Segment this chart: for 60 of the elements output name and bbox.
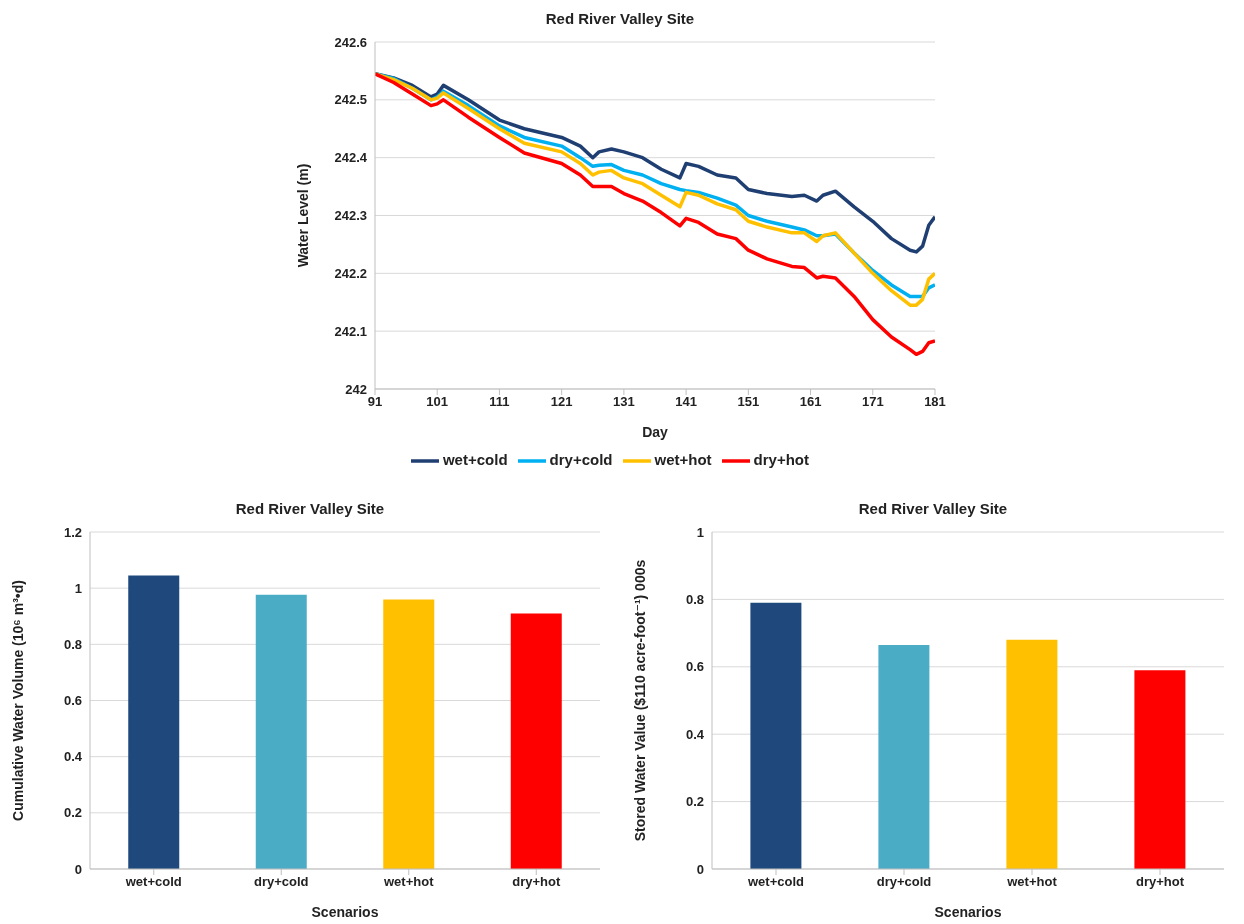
x-tick-label: wet+cold: [747, 874, 805, 890]
chart-title: Red River Valley Site: [234, 499, 386, 519]
legend-label: dry+hot: [753, 450, 810, 468]
y-axis-title: Cumulative Water Volume (10⁶ m³•d): [9, 580, 26, 821]
bar: [255, 594, 307, 869]
y-tick-label: 242.1: [334, 323, 367, 339]
y-tick-label: 1: [696, 524, 704, 540]
y-tick-label: 0.4: [685, 726, 705, 742]
y-tick-label: 242: [345, 381, 367, 397]
y-tick-label: 242.5: [334, 92, 367, 108]
x-tick-label: wet+hot: [383, 874, 435, 890]
x-tick-label: wet+hot: [1006, 874, 1058, 890]
bar: [878, 644, 930, 869]
x-tick-label: 101: [426, 394, 449, 410]
y-tick-label: 0.6: [685, 659, 704, 675]
chart-title: Red River Valley Site: [857, 499, 1009, 519]
chart-title: Red River Valley Site: [544, 9, 696, 29]
y-tick-label: 0.2: [685, 794, 704, 810]
x-tick-label: 161: [799, 394, 822, 410]
x-tick-label: dry+cold: [253, 874, 309, 890]
y-tick-label: 0.4: [63, 749, 83, 765]
line-series: [375, 72, 935, 357]
y-tick-label: 0.8: [685, 592, 704, 608]
x-tick-label: 151: [737, 394, 760, 410]
x-tick-label: 171: [861, 394, 884, 410]
x-tick-label: dry+cold: [876, 874, 932, 890]
y-tick-label: 1: [74, 580, 82, 596]
x-tick-label: 91: [367, 394, 383, 410]
bar: [1006, 639, 1058, 869]
x-tick-label: dry+hot: [1135, 874, 1185, 890]
y-tick-label: 0: [74, 861, 82, 877]
legend-label: dry+cold: [549, 450, 613, 468]
x-tick-label: dry+hot: [512, 874, 561, 890]
x-axis-title: Day: [642, 424, 669, 440]
bar: [750, 602, 802, 869]
y-axis-title: Stored Water Value ($110 acre-foot⁻¹) 000s: [631, 559, 648, 842]
y-tick-label: 242.4: [334, 150, 368, 166]
bar: [128, 575, 180, 869]
y-tick-label: 0.8: [63, 636, 82, 652]
legend-label: wet+cold: [442, 450, 508, 468]
y-axis-title: Water Level (m): [294, 163, 311, 268]
x-tick-label: wet+cold: [124, 874, 182, 890]
x-tick-label: 181: [924, 394, 946, 410]
y-tick-label: 242.6: [334, 34, 367, 50]
y-tick-label: 1.2: [63, 524, 82, 540]
x-axis-title: Scenarios: [311, 904, 379, 920]
x-tick-label: 111: [489, 394, 510, 410]
y-tick-label: 0.6: [63, 693, 82, 709]
bar: [383, 599, 435, 869]
legend-label: wet+hot: [654, 450, 712, 468]
x-tick-label: 131: [613, 394, 635, 410]
y-tick-label: 0: [696, 861, 704, 877]
x-tick-label: 141: [675, 394, 697, 410]
x-tick-label: 121: [550, 394, 573, 410]
y-tick-label: 0.2: [63, 805, 82, 821]
bar: [510, 613, 562, 869]
bar: [1134, 670, 1186, 869]
x-axis-title: Scenarios: [934, 904, 1002, 920]
y-tick-label: 242.3: [334, 208, 367, 224]
y-tick-label: 242.2: [334, 265, 367, 281]
